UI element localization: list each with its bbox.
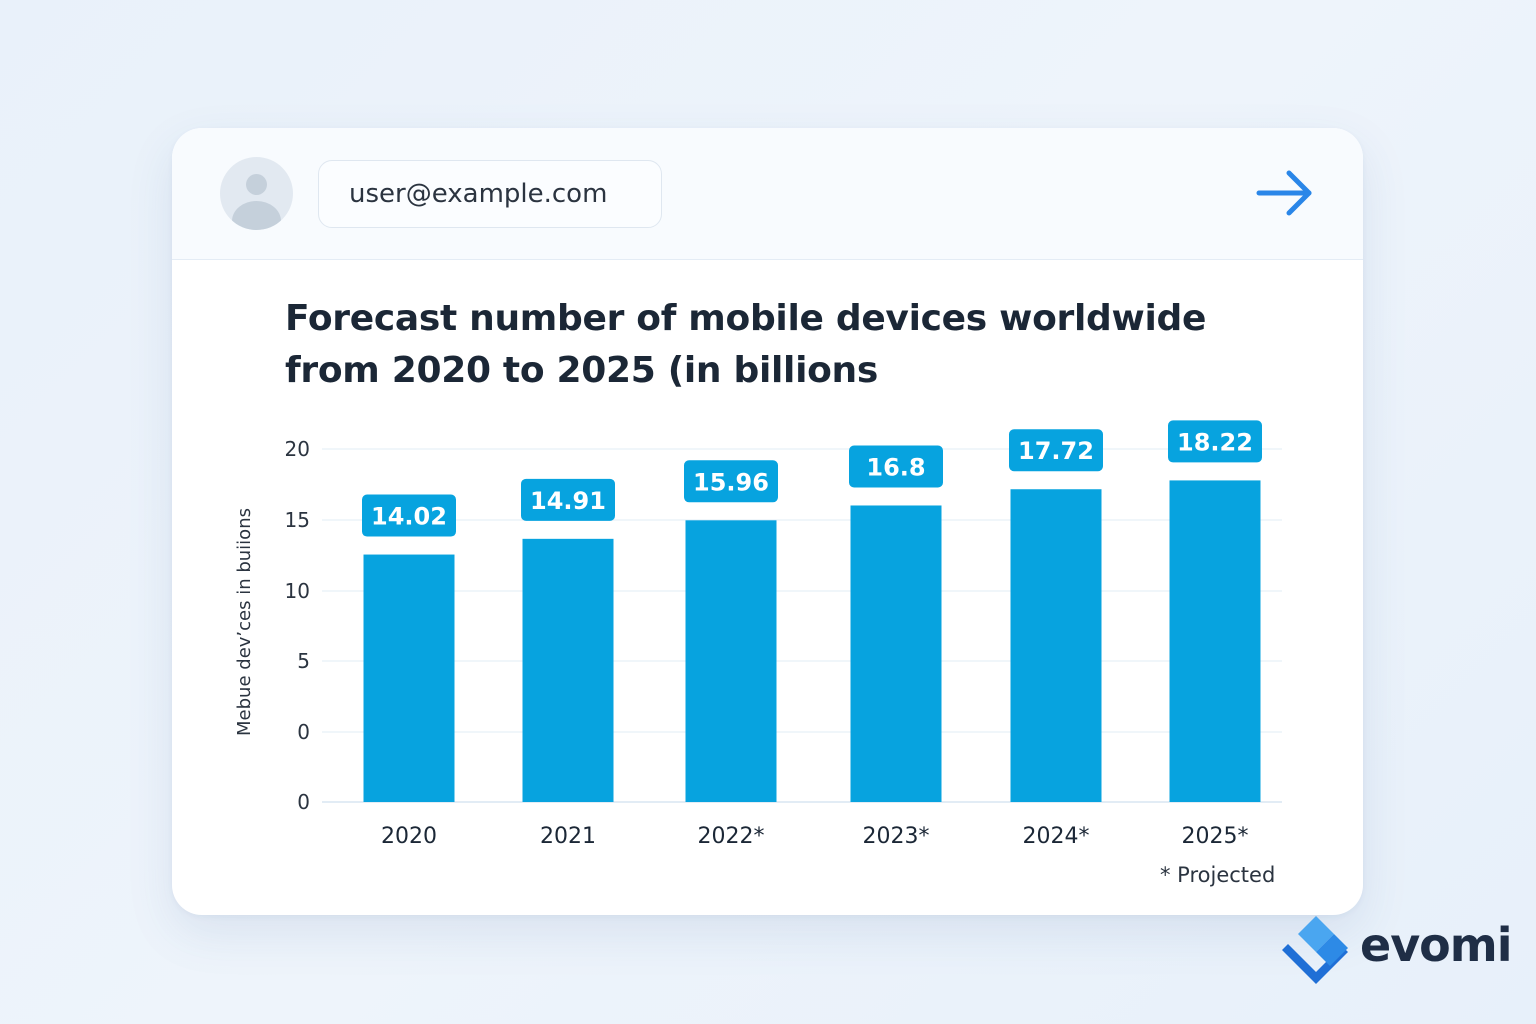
x-tick-label: 2020 [381,824,437,849]
data-label: 14.91 [530,487,606,515]
x-tick-label: 2022* [698,824,765,849]
y-tick-label: 10 [285,579,310,603]
value-label-box [849,445,943,488]
card-header: user@example.com [172,128,1363,260]
bar-chart: 20 15 10 5 0 0 Mebue devʼces in buiions 14.02 20… [234,420,1282,849]
y-tick-label: 0 [297,720,310,744]
y-tick-label: 15 [285,508,310,532]
y-tick-label: 0 [297,790,310,814]
email-field[interactable]: user@example.com [318,160,662,228]
data-label: 14.02 [371,503,447,531]
value-label-box [1009,429,1103,472]
y-tick-label: 5 [297,649,310,673]
value-label-box [684,460,778,503]
projected-footnote: * Projected [1160,863,1276,887]
x-tick-label: 2021 [540,824,596,849]
y-axis-label: Mebue devʼces in buiions [234,508,255,736]
chart-title: Forecast number of mobile devices worldw… [285,298,1207,391]
evomi-logo-icon [1282,916,1348,984]
arrow-right-icon[interactable] [1253,165,1317,221]
bar [1169,480,1261,802]
brand-name: evomi [1360,918,1512,972]
value-label-box [362,494,456,537]
chart-card: user@example.com Forecast number of mobi… [172,128,1363,915]
user-avatar-icon [220,157,293,230]
data-label: 16.8 [866,453,925,481]
bar [363,554,455,802]
y-tick-label: 20 [285,437,310,461]
value-label-box [1168,420,1262,463]
brand: evomi [1282,912,1512,986]
data-label: 17.72 [1018,437,1094,465]
x-tick-label: 2024* [1023,824,1090,849]
data-label: 15.96 [693,468,769,496]
value-label-box [521,478,615,521]
x-tick-label: 2025* [1182,824,1249,849]
bar [1010,489,1102,802]
bar [850,505,942,802]
bar [685,520,777,802]
data-label: 18.22 [1177,428,1253,456]
x-tick-label: 2023* [863,824,930,849]
bar [522,538,614,802]
